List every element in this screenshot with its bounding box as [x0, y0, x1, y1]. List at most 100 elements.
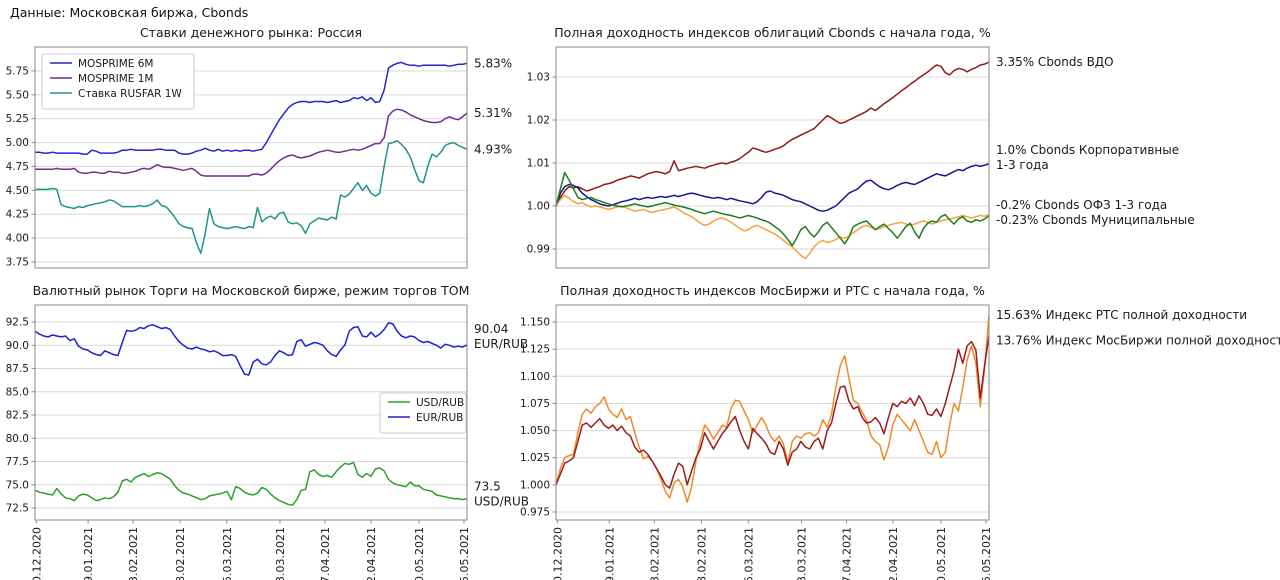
- chart-title-moex-rts-indices: Полная доходность индексов МосБиржи и РТ…: [560, 283, 985, 298]
- y-tick-label: 1.100: [520, 371, 550, 383]
- y-tick-label: 1.00: [527, 200, 550, 212]
- line-cbonds-corporate: [555, 163, 990, 212]
- y-tick-label: 1.01: [527, 158, 550, 170]
- source-note: Данные: Московская биржа, Cbonds: [10, 5, 249, 20]
- annotation-line: USD/RUB: [474, 495, 529, 509]
- annotation-cbonds-bond-indices-0: 3.35% Cbonds ВДО: [996, 55, 1114, 69]
- x-tick-label: 10.05.2021: [935, 527, 948, 580]
- x-tick-label: 03.02.2021: [648, 527, 661, 580]
- annotation-moex-rts-indices-1: 13.76% Индекс МосБиржи полной доходности: [996, 333, 1280, 347]
- x-tick-label: 22.04.2021: [365, 527, 378, 580]
- x-tick-label: 23.03.2021: [796, 527, 809, 580]
- annotation-line: 3.35% Cbonds ВДО: [996, 55, 1114, 69]
- y-tick-label: 1.03: [527, 72, 550, 84]
- annotation-line: 13.76% Индекс МосБиржи полной доходности: [996, 333, 1280, 347]
- line-moex-index: [555, 335, 990, 489]
- annotation-fx-market-0: 90.04 EUR/RUB: [474, 322, 528, 351]
- annotation-line: 1-3 года: [996, 158, 1049, 172]
- line-cbonds-municipal: [555, 171, 990, 247]
- x-tick-label: 25.05.2021: [980, 527, 993, 580]
- legend-label: MOSPRIME 1M: [78, 73, 153, 85]
- plot-border: [555, 46, 990, 269]
- x-tick-label: 22.04.2021: [887, 527, 900, 580]
- chart-title-money-market-rates: Ставки денежного рынка: Россия: [140, 25, 362, 40]
- annotation-line: EUR/RUB: [474, 337, 528, 351]
- annotation-money-market-rates-0: 5.83%: [474, 56, 512, 70]
- annotation-line: 1.0% Cbonds Корпоративные: [996, 143, 1179, 157]
- annotation-line: -0.2% Cbonds ОФЗ 1-3 года: [996, 198, 1167, 212]
- annotation-line: 73.5: [474, 480, 501, 494]
- y-tick-label: 5.00: [6, 137, 29, 149]
- x-tick-label: 10.05.2021: [413, 527, 426, 580]
- chart-money-market-rates: 3.75 4.00 4.25 4.50 4.75 5.00 5.25 5.50 5.75 5.83…: [6, 25, 512, 269]
- y-tick-label: 1.02: [527, 115, 550, 127]
- annotation-money-market-rates-1: 5.31%: [474, 106, 512, 120]
- plot-border: [555, 304, 990, 521]
- chart-fx-market: 72.5 75.0 77.5 80.0 82.5 85.0 87.5 90.0 92.5 30.1…: [6, 283, 529, 580]
- y-tick-label: 1.050: [520, 425, 550, 437]
- line-rts-index: [555, 315, 990, 503]
- annotation-money-market-rates-2: 4.93%: [474, 142, 512, 156]
- y-tick-label: 92.5: [6, 317, 29, 329]
- y-tick-label: 3.75: [6, 256, 29, 268]
- x-tick-label: 07.04.2021: [319, 527, 332, 580]
- legend-box: [379, 392, 467, 434]
- y-tick-label: 4.00: [6, 233, 29, 245]
- y-tick-label: 77.5: [6, 456, 29, 468]
- annotation-cbonds-bond-indices-2: -0.2% Cbonds ОФЗ 1-3 года: [996, 198, 1167, 212]
- y-tick-label: 5.25: [6, 113, 29, 125]
- x-tick-label: 30.12.2020: [551, 527, 564, 580]
- y-tick-label: 1.075: [520, 398, 550, 410]
- legend-label: Ставка RUSFAR 1W: [78, 88, 182, 100]
- line-eur-rub: [34, 322, 468, 376]
- y-tick-label: 1.025: [520, 452, 550, 464]
- chart-title-fx-market: Валютный рынок Торги на Московской бирже…: [33, 283, 470, 298]
- annotation-line: 5.31%: [474, 106, 512, 120]
- line-rusfar-1w: [35, 139, 468, 255]
- annotation-line: 90.04: [474, 322, 508, 336]
- y-tick-label: 0.99: [527, 243, 550, 255]
- y-tick-label: 4.25: [6, 209, 29, 221]
- x-tick-label: 23.03.2021: [274, 527, 287, 580]
- y-tick-label: 1.125: [520, 344, 550, 356]
- y-tick-label: 90.0: [6, 340, 29, 352]
- y-tick-label: 80.0: [6, 433, 29, 445]
- line-usd-rub: [34, 461, 468, 506]
- y-tick-label: 87.5: [6, 363, 29, 375]
- annotation-moex-rts-indices-0: 15.63% Индекс РТС полной доходности: [996, 308, 1247, 322]
- x-tick-label: 05.03.2021: [221, 527, 234, 580]
- y-tick-label: 1.000: [520, 479, 550, 491]
- x-tick-label: 25.05.2021: [458, 527, 471, 580]
- line-mosprime-6m: [35, 61, 468, 155]
- x-tick-label: 18.02.2021: [695, 527, 708, 580]
- y-tick-label: 72.5: [6, 503, 29, 515]
- plot-border: [34, 46, 468, 269]
- line-mosprime-1m: [35, 108, 468, 177]
- chart-moex-rts-indices: 0.975 1.000 1.025 1.050 1.075 1.100 1.125 1.150…: [520, 283, 1280, 580]
- y-tick-label: 4.75: [6, 161, 29, 173]
- legend-label: MOSPRIME 6M: [78, 58, 153, 70]
- annotation-cbonds-bond-indices-3: -0.23% Cbonds Муниципальные: [996, 213, 1195, 227]
- line-cbonds-vdo: [555, 61, 990, 207]
- y-tick-label: 82.5: [6, 410, 29, 422]
- x-tick-label: 03.02.2021: [127, 527, 140, 580]
- y-tick-label: 4.50: [6, 185, 29, 197]
- y-tick-label: 0.975: [520, 506, 550, 518]
- x-tick-label: 18.02.2021: [174, 527, 187, 580]
- annotation-line: -0.23% Cbonds Муниципальные: [996, 213, 1195, 227]
- annotation-line: 4.93%: [474, 142, 512, 156]
- legend-box: [41, 53, 195, 110]
- legend-label: EUR/RUB: [416, 412, 463, 424]
- y-tick-label: 5.50: [6, 89, 29, 101]
- annotation-fx-market-1: 73.5 USD/RUB: [474, 480, 529, 509]
- chart-cbonds-bond-indices: 0.99 1.00 1.01 1.02 1.03 3.35% Cbonds ВДО 1.0%…: [527, 25, 1195, 269]
- y-tick-label: 85.0: [6, 386, 29, 398]
- annotation-line: 5.83%: [474, 56, 512, 70]
- y-tick-label: 5.75: [6, 65, 29, 77]
- legend-label: USD/RUB: [416, 397, 464, 409]
- plot-border: [34, 304, 468, 521]
- annotation-line: 15.63% Индекс РТС полной доходности: [996, 308, 1247, 322]
- chart-title-cbonds-bond-indices: Полная доходность индексов облигаций Cbo…: [554, 25, 991, 40]
- x-tick-label: 05.03.2021: [742, 527, 755, 580]
